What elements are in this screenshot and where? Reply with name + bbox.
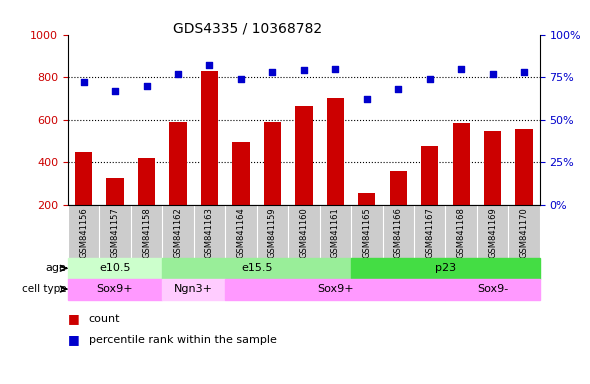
- Point: [268, 69, 277, 75]
- Bar: [320, 205, 351, 258]
- Text: p23: p23: [435, 263, 456, 273]
- Bar: [75, 152, 92, 205]
- Point: [236, 76, 245, 82]
- Bar: [162, 205, 194, 258]
- Point: [394, 86, 403, 92]
- Bar: [351, 205, 382, 258]
- Bar: [382, 205, 414, 258]
- Text: count: count: [88, 314, 120, 324]
- Text: GSM841162: GSM841162: [173, 207, 182, 258]
- Text: GDS4335 / 10368782: GDS4335 / 10368782: [173, 21, 322, 35]
- Bar: [445, 205, 477, 258]
- Point: [205, 62, 214, 68]
- Bar: [295, 106, 313, 205]
- Point: [457, 66, 466, 72]
- Point: [362, 96, 372, 103]
- Bar: [138, 158, 155, 205]
- Text: e10.5: e10.5: [99, 263, 131, 273]
- Bar: [131, 205, 162, 258]
- Bar: [169, 122, 186, 205]
- Text: GSM841165: GSM841165: [362, 207, 371, 258]
- Text: GSM841166: GSM841166: [394, 207, 403, 258]
- Bar: [509, 205, 540, 258]
- Text: GSM841161: GSM841161: [331, 207, 340, 258]
- Bar: [257, 205, 288, 258]
- Point: [142, 83, 151, 89]
- Text: GSM841157: GSM841157: [110, 207, 120, 258]
- Text: GSM841158: GSM841158: [142, 207, 151, 258]
- Text: percentile rank within the sample: percentile rank within the sample: [88, 335, 276, 345]
- Point: [110, 88, 120, 94]
- Bar: [445, 279, 540, 300]
- Text: GSM841168: GSM841168: [457, 207, 466, 258]
- Bar: [351, 258, 540, 279]
- Bar: [106, 178, 124, 205]
- Text: ■: ■: [68, 333, 80, 346]
- Bar: [68, 205, 99, 258]
- Bar: [162, 258, 351, 279]
- Text: ■: ■: [68, 312, 80, 325]
- Bar: [68, 279, 162, 300]
- Bar: [162, 279, 225, 300]
- Point: [299, 67, 309, 73]
- Bar: [389, 171, 407, 205]
- Text: e15.5: e15.5: [241, 263, 273, 273]
- Bar: [264, 122, 281, 205]
- Bar: [516, 129, 533, 205]
- Text: Sox9+: Sox9+: [97, 284, 133, 294]
- Bar: [327, 98, 344, 205]
- Text: GSM841169: GSM841169: [488, 207, 497, 258]
- Bar: [453, 123, 470, 205]
- Text: GSM841167: GSM841167: [425, 207, 434, 258]
- Bar: [68, 258, 162, 279]
- Bar: [477, 205, 509, 258]
- Point: [519, 69, 529, 75]
- Bar: [232, 142, 250, 205]
- Bar: [201, 71, 218, 205]
- Text: GSM841159: GSM841159: [268, 207, 277, 258]
- Bar: [99, 205, 131, 258]
- Bar: [225, 279, 445, 300]
- Text: Sox9-: Sox9-: [477, 284, 508, 294]
- Bar: [358, 193, 375, 205]
- Bar: [225, 205, 257, 258]
- Bar: [484, 131, 502, 205]
- Point: [425, 76, 434, 82]
- Text: Ngn3+: Ngn3+: [174, 284, 213, 294]
- Text: cell type: cell type: [22, 284, 66, 294]
- Text: GSM841156: GSM841156: [79, 207, 88, 258]
- Bar: [194, 205, 225, 258]
- Text: GSM841160: GSM841160: [299, 207, 309, 258]
- Point: [488, 71, 497, 77]
- Text: GSM841164: GSM841164: [237, 207, 245, 258]
- Bar: [421, 146, 438, 205]
- Text: Sox9+: Sox9+: [317, 284, 353, 294]
- Point: [330, 66, 340, 72]
- Point: [79, 79, 88, 85]
- Text: GSM841170: GSM841170: [520, 207, 529, 258]
- Text: GSM841163: GSM841163: [205, 207, 214, 258]
- Bar: [288, 205, 320, 258]
- Text: age: age: [45, 263, 66, 273]
- Point: [173, 71, 183, 77]
- Bar: [414, 205, 445, 258]
